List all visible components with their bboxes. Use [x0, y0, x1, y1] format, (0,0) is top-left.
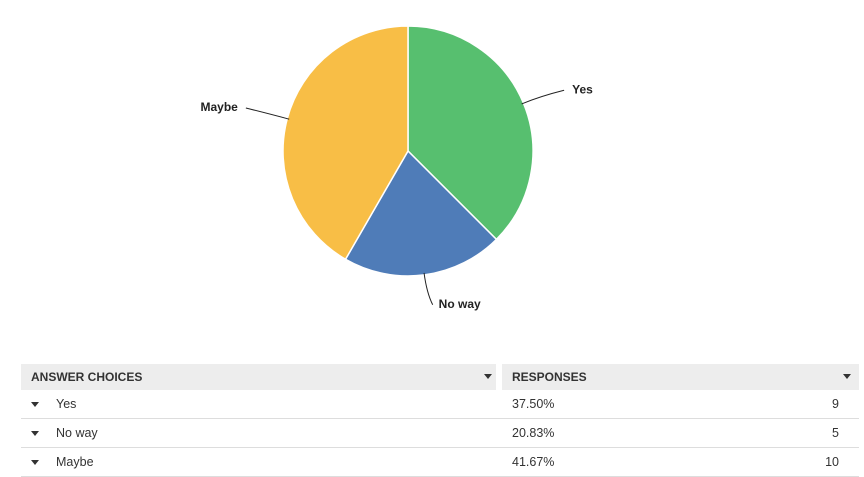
sort-caret[interactable]: [843, 374, 851, 379]
expand-caret[interactable]: [31, 431, 39, 436]
header-cell[interactable]: RESPONSES: [502, 364, 859, 390]
table-row: Maybe 41.67% 10: [21, 448, 859, 477]
response-percent: 20.83%: [512, 426, 555, 440]
expand-caret[interactable]: [31, 402, 39, 407]
chart: Yes No way Maybe: [201, 25, 593, 311]
header-cell[interactable]: ANSWER CHOICES: [21, 364, 496, 390]
leader-line: [423, 272, 434, 305]
slice-label: Maybe: [201, 100, 239, 114]
results-table: ANSWER CHOICES RESPONSES Yes 37.50% 9 No wa…: [21, 364, 859, 477]
sort-caret[interactable]: [484, 374, 492, 379]
slice-label: No way: [439, 297, 481, 311]
table-header: ANSWER CHOICES RESPONSES: [21, 364, 859, 390]
answer-choice: Yes: [56, 397, 77, 411]
response-count: 5: [832, 426, 839, 440]
answer-choice: Maybe: [56, 455, 94, 469]
leader-line: [245, 107, 290, 120]
response-percent: 37.50%: [512, 397, 555, 411]
table-row: Yes 37.50% 9: [21, 390, 859, 419]
slice-label: Yes: [572, 82, 593, 96]
leader-line: [521, 89, 565, 105]
response-count: 10: [825, 455, 839, 469]
table-row: No way 20.83% 5: [21, 419, 859, 448]
expand-caret[interactable]: [31, 460, 39, 465]
response-percent: 41.67%: [512, 455, 555, 469]
response-count: 9: [832, 397, 839, 411]
answer-choice: No way: [56, 426, 98, 440]
